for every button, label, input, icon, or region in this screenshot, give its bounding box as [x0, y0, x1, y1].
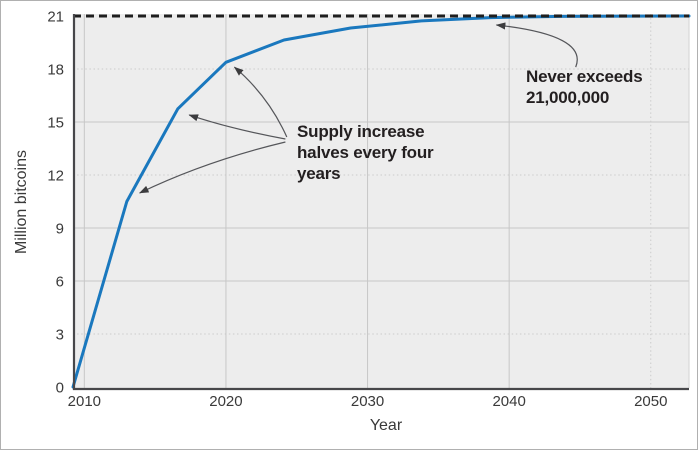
annotation-halving-line2: halves every four	[297, 143, 434, 162]
y-tick-label: 15	[47, 115, 64, 132]
annotation-arrow	[139, 141, 286, 194]
gridlines	[73, 14, 690, 388]
y-axis-title: Million bitcoins	[13, 149, 30, 255]
plot-background	[73, 14, 689, 388]
y-tick-label: 12	[47, 168, 64, 185]
x-axis-title: Year	[369, 417, 403, 434]
annotation-halving-line3: years	[297, 164, 341, 183]
annotation-arrow	[188, 114, 286, 140]
x-tick-label: 2030	[351, 393, 384, 410]
annotation-cap: Never exceeds 21,000,000	[526, 66, 643, 108]
y-tick-label: 9	[56, 221, 64, 238]
annotation-halving: Supply increase halves every four years	[297, 121, 434, 184]
x-tick-label: 2010	[68, 393, 101, 410]
tick-labels: 0 3 6 9 12 15 18 21 2010 2020 2030 2040 2050	[47, 9, 667, 411]
supply-curve	[71, 14, 691, 389]
x-tick-label: 2020	[209, 393, 242, 410]
annotation-cap-line2: 21,000,000	[526, 88, 610, 107]
annotation-cap-line1: Never exceeds	[526, 67, 643, 86]
y-tick-label: 3	[56, 327, 64, 344]
bitcoin-supply-line	[71, 14, 691, 389]
y-tick-label: 0	[56, 380, 64, 397]
plot-area	[73, 14, 689, 388]
annotation-arrow	[233, 66, 288, 138]
x-tick-label: 2050	[634, 393, 667, 410]
y-tick-label: 18	[47, 62, 64, 79]
x-tick-label: 2040	[492, 393, 525, 410]
axis-spines	[72, 14, 689, 391]
y-tick-label: 21	[47, 9, 64, 26]
y-tick-label: 6	[56, 274, 64, 291]
annotation-arrow	[495, 22, 578, 68]
annotation-halving-line1: Supply increase	[297, 122, 425, 141]
annotation-arrows	[139, 22, 578, 194]
